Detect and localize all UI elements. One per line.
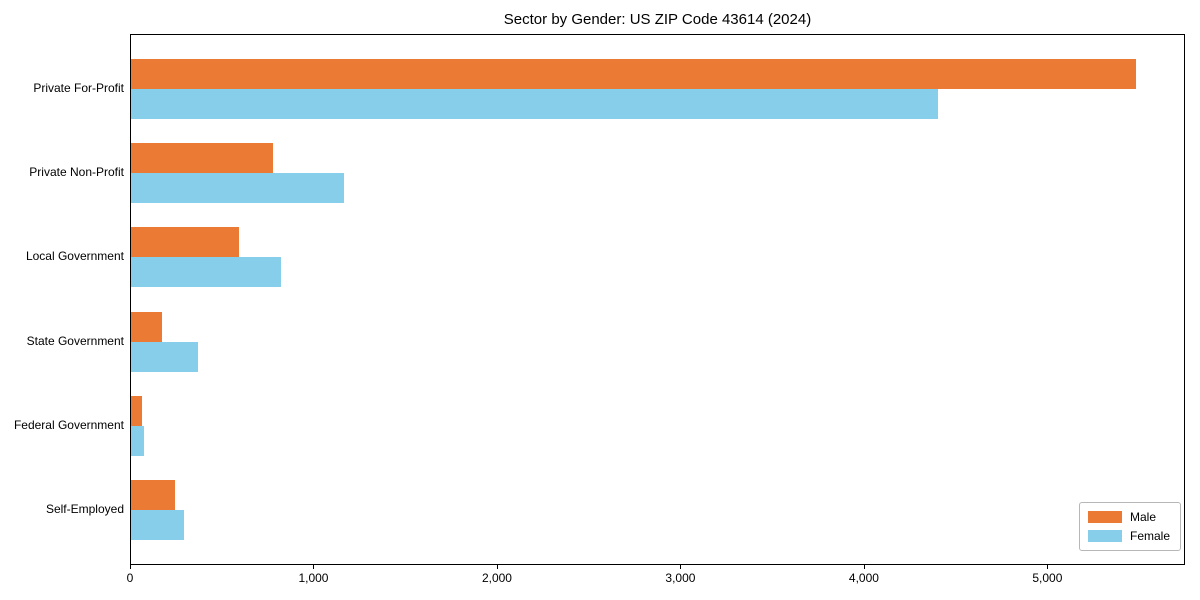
x-tick-label: 0 bbox=[126, 571, 134, 585]
legend: Male Female bbox=[1078, 502, 1181, 551]
legend-label-male: Male bbox=[1129, 510, 1156, 524]
bar-female-self-employed bbox=[131, 510, 185, 540]
x-tick bbox=[313, 565, 315, 569]
legend-item-male: Male bbox=[1087, 510, 1170, 524]
category-label-private-non-profit: Private Non-Profit bbox=[29, 165, 124, 180]
category-label-private-for-profit: Private For-Profit bbox=[33, 81, 124, 95]
x-tick-label: 1,000 bbox=[298, 571, 329, 585]
category-label-self-employed: Self-Employed bbox=[45, 502, 124, 516]
chart-title: Sector by Gender: US ZIP Code 43614 (202… bbox=[503, 11, 812, 28]
female-swatch-icon bbox=[1087, 530, 1122, 542]
bar-male-self-employed bbox=[131, 480, 176, 510]
category-label-federal-government: Federal Government bbox=[13, 417, 124, 432]
category-label-state-government: State Government bbox=[26, 333, 124, 348]
x-tick-label: 2,000 bbox=[481, 571, 512, 585]
bar-male-private-for-profit bbox=[131, 59, 1137, 89]
bar-male-local-government bbox=[131, 227, 240, 258]
x-tick bbox=[496, 565, 498, 569]
bar-male-federal-government bbox=[131, 395, 142, 426]
x-tick bbox=[680, 565, 682, 569]
bar-female-local-government bbox=[131, 257, 281, 288]
legend-label-female: Female bbox=[1129, 529, 1170, 543]
bar-female-federal-government bbox=[131, 425, 144, 456]
category-label-local-government: Local Government bbox=[25, 249, 124, 264]
bar-male-state-government bbox=[131, 311, 163, 342]
bar-female-state-government bbox=[131, 341, 198, 372]
plot-area bbox=[130, 34, 1185, 565]
x-tick-label: 4,000 bbox=[848, 571, 879, 585]
x-tick-label: 5,000 bbox=[1032, 571, 1063, 585]
bar-male-private-non-profit bbox=[131, 143, 274, 174]
male-swatch-icon bbox=[1087, 511, 1122, 523]
x-tick-label: 3,000 bbox=[665, 571, 696, 585]
bar-female-private-for-profit bbox=[131, 89, 939, 119]
x-tick bbox=[863, 565, 865, 569]
x-tick bbox=[1047, 565, 1049, 569]
x-tick bbox=[130, 565, 131, 569]
bar-female-private-non-profit bbox=[131, 173, 344, 204]
legend-item-female: Female bbox=[1087, 529, 1170, 543]
